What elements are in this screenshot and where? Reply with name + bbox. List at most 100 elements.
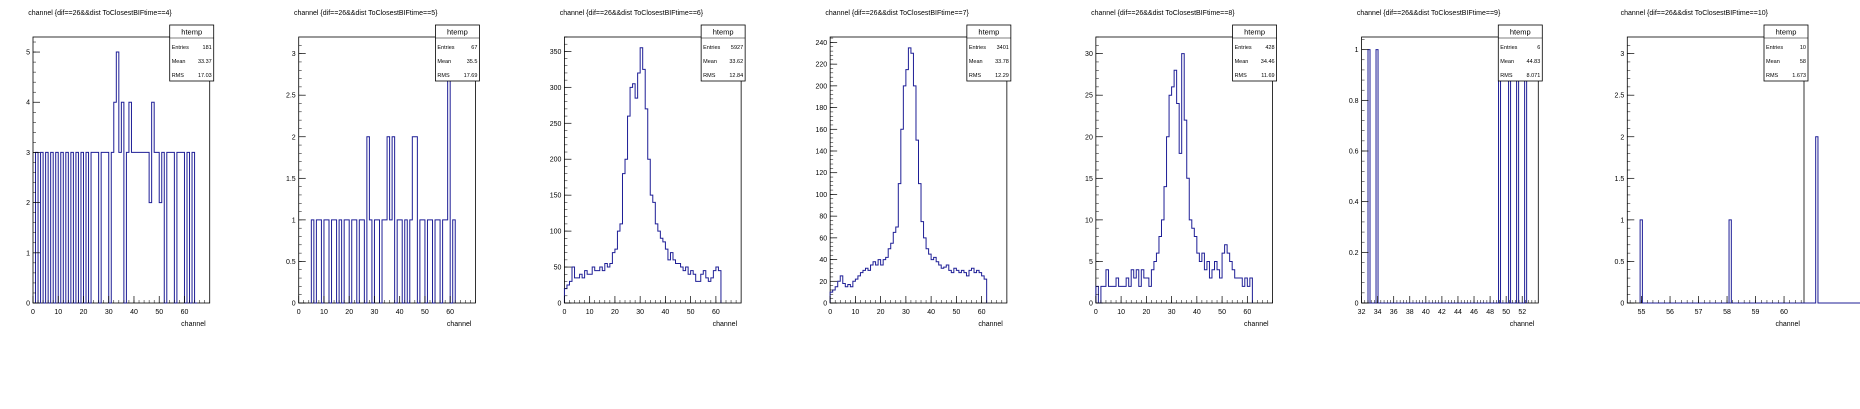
x-tick-label: 0 <box>297 309 301 316</box>
y-tick-label: 3 <box>26 150 30 157</box>
stats-entries-label: Entries <box>1235 45 1252 51</box>
x-tick-label: 30 <box>636 309 644 316</box>
histogram-series <box>1367 49 1528 304</box>
x-tick-label: 50 <box>1502 309 1510 316</box>
stats-rms-value: 12.84 <box>729 73 743 79</box>
y-tick-label: 40 <box>819 257 827 264</box>
y-tick-label: 0 <box>1355 301 1359 308</box>
x-tick-label: 50 <box>421 309 429 316</box>
y-tick-label: 5 <box>1089 259 1093 266</box>
stats-mean-label: Mean <box>172 59 186 65</box>
y-tick-label: 1 <box>1620 217 1624 224</box>
x-tick-label: 20 <box>877 309 885 316</box>
histogram-series <box>829 47 988 303</box>
stats-rms-label: RMS <box>703 73 716 79</box>
y-tick-label: 15 <box>1085 176 1093 183</box>
x-tick-label: 20 <box>611 309 619 316</box>
x-tick-label: 30 <box>1168 309 1176 316</box>
chart-title: channel {dif==26&&dist ToClosestBIFtime=… <box>560 10 704 17</box>
y-tick-label: 2 <box>292 134 296 141</box>
y-tick-label: 1.5 <box>1615 176 1625 183</box>
plot-frame <box>564 36 742 304</box>
x-tick-label: 50 <box>155 309 163 316</box>
y-tick-label: 10 <box>1085 217 1093 224</box>
x-tick-label: 30 <box>105 309 113 316</box>
x-tick-label: 50 <box>687 309 695 316</box>
y-tick-label: 1 <box>292 217 296 224</box>
x-tick-label: 32 <box>1358 309 1366 316</box>
x-tick-label: 10 <box>586 309 594 316</box>
stats-entries-label: Entries <box>1766 45 1783 51</box>
stats-box-frame <box>1232 24 1277 82</box>
stats-box: htemp Entries 6 Mean 44.83 RMS 8.071 <box>1497 24 1543 82</box>
x-tick-label: 10 <box>851 309 859 316</box>
x-tick-label: 56 <box>1666 309 1674 316</box>
y-tick-label: 25 <box>1085 93 1093 100</box>
x-tick-label: 60 <box>181 309 189 316</box>
y-tick-label: 0.2 <box>1349 250 1359 257</box>
stats-rms-value: 1.673 <box>1792 73 1806 79</box>
stats-mean-value: 35.5 <box>467 59 478 65</box>
histogram-series <box>1095 53 1253 304</box>
histogram-panel-3: channel {dif==26&&dist ToClosestBIFtime=… <box>550 10 746 328</box>
stats-title: htemp <box>181 28 202 37</box>
stats-entries-value: 428 <box>1265 45 1274 51</box>
x-tick-label: 10 <box>54 309 62 316</box>
y-tick-label: 100 <box>815 192 827 199</box>
y-tick-label: 0 <box>1620 301 1624 308</box>
stats-mean-label: Mean <box>1766 59 1780 65</box>
y-tick-label: 250 <box>550 121 562 128</box>
stats-rms-label: RMS <box>969 73 982 79</box>
histogram-series <box>563 47 722 303</box>
x-axis-label: channel <box>447 321 472 328</box>
stats-rms-label: RMS <box>172 73 185 79</box>
stats-entries-value: 5927 <box>731 45 743 51</box>
x-axis-label: channel <box>1775 321 1800 328</box>
x-tick-label: 52 <box>1518 309 1526 316</box>
x-tick-label: 0 <box>1094 309 1098 316</box>
stats-mean-label: Mean <box>1500 59 1514 65</box>
y-tick-label: 200 <box>815 83 827 90</box>
stats-box: htemp Entries 3401 Mean 33.78 RMS 12.29 <box>966 24 1012 82</box>
x-tick-label: 50 <box>1218 309 1226 316</box>
x-tick-label: 60 <box>446 309 454 316</box>
x-tick-label: 40 <box>927 309 935 316</box>
y-tick-label: 0.5 <box>1615 259 1625 266</box>
x-tick-label: 40 <box>130 309 138 316</box>
y-tick-label: 350 <box>550 49 562 56</box>
y-tick-label: 2 <box>26 200 30 207</box>
y-tick-label: 1 <box>26 250 30 257</box>
stats-box: htemp Entries 67 Mean 35.5 RMS 17.69 <box>435 24 480 82</box>
chart-title: channel {dif==26&&dist ToClosestBIFtime=… <box>28 10 172 17</box>
histogram-panel-6: channel {dif==26&&dist ToClosestBIFtime=… <box>1349 10 1543 328</box>
stats-entries-label: Entries <box>703 45 720 51</box>
stats-mean-value: 58 <box>1800 59 1806 65</box>
x-axis-label: channel <box>978 321 1003 328</box>
stats-rms-label: RMS <box>1766 73 1779 79</box>
stats-entries-value: 6 <box>1537 45 1540 51</box>
x-tick-label: 50 <box>952 309 960 316</box>
x-tick-label: 40 <box>1193 309 1201 316</box>
y-tick-label: 0.8 <box>1349 98 1359 105</box>
stats-title: htemp <box>1244 28 1265 37</box>
stats-title: htemp <box>447 28 468 37</box>
y-tick-label: 0.5 <box>286 259 296 266</box>
stats-entries-value: 3401 <box>997 45 1009 51</box>
y-tick-label: 240 <box>815 40 827 47</box>
x-tick-label: 20 <box>80 309 88 316</box>
x-tick-label: 20 <box>1142 309 1150 316</box>
x-tick-label: 60 <box>1780 309 1788 316</box>
chart-title: channel {dif==26&&dist ToClosestBIFtime=… <box>1091 10 1235 17</box>
stats-rms-value: 8.071 <box>1527 73 1541 79</box>
stats-mean-label: Mean <box>437 59 451 65</box>
histogram-panel-2: channel {dif==26&&dist ToClosestBIFtime=… <box>286 10 480 328</box>
y-tick-label: 120 <box>815 170 827 177</box>
y-tick-label: 100 <box>550 229 562 236</box>
stats-entries-value: 10 <box>1800 45 1806 51</box>
stats-mean-value: 33.37 <box>198 59 212 65</box>
x-tick-label: 44 <box>1454 309 1462 316</box>
histogram-panel-7: channel {dif==26&&dist ToClosestBIFtime=… <box>1615 10 1860 328</box>
stats-mean-value: 33.62 <box>729 59 743 65</box>
y-tick-label: 0.6 <box>1349 149 1359 156</box>
